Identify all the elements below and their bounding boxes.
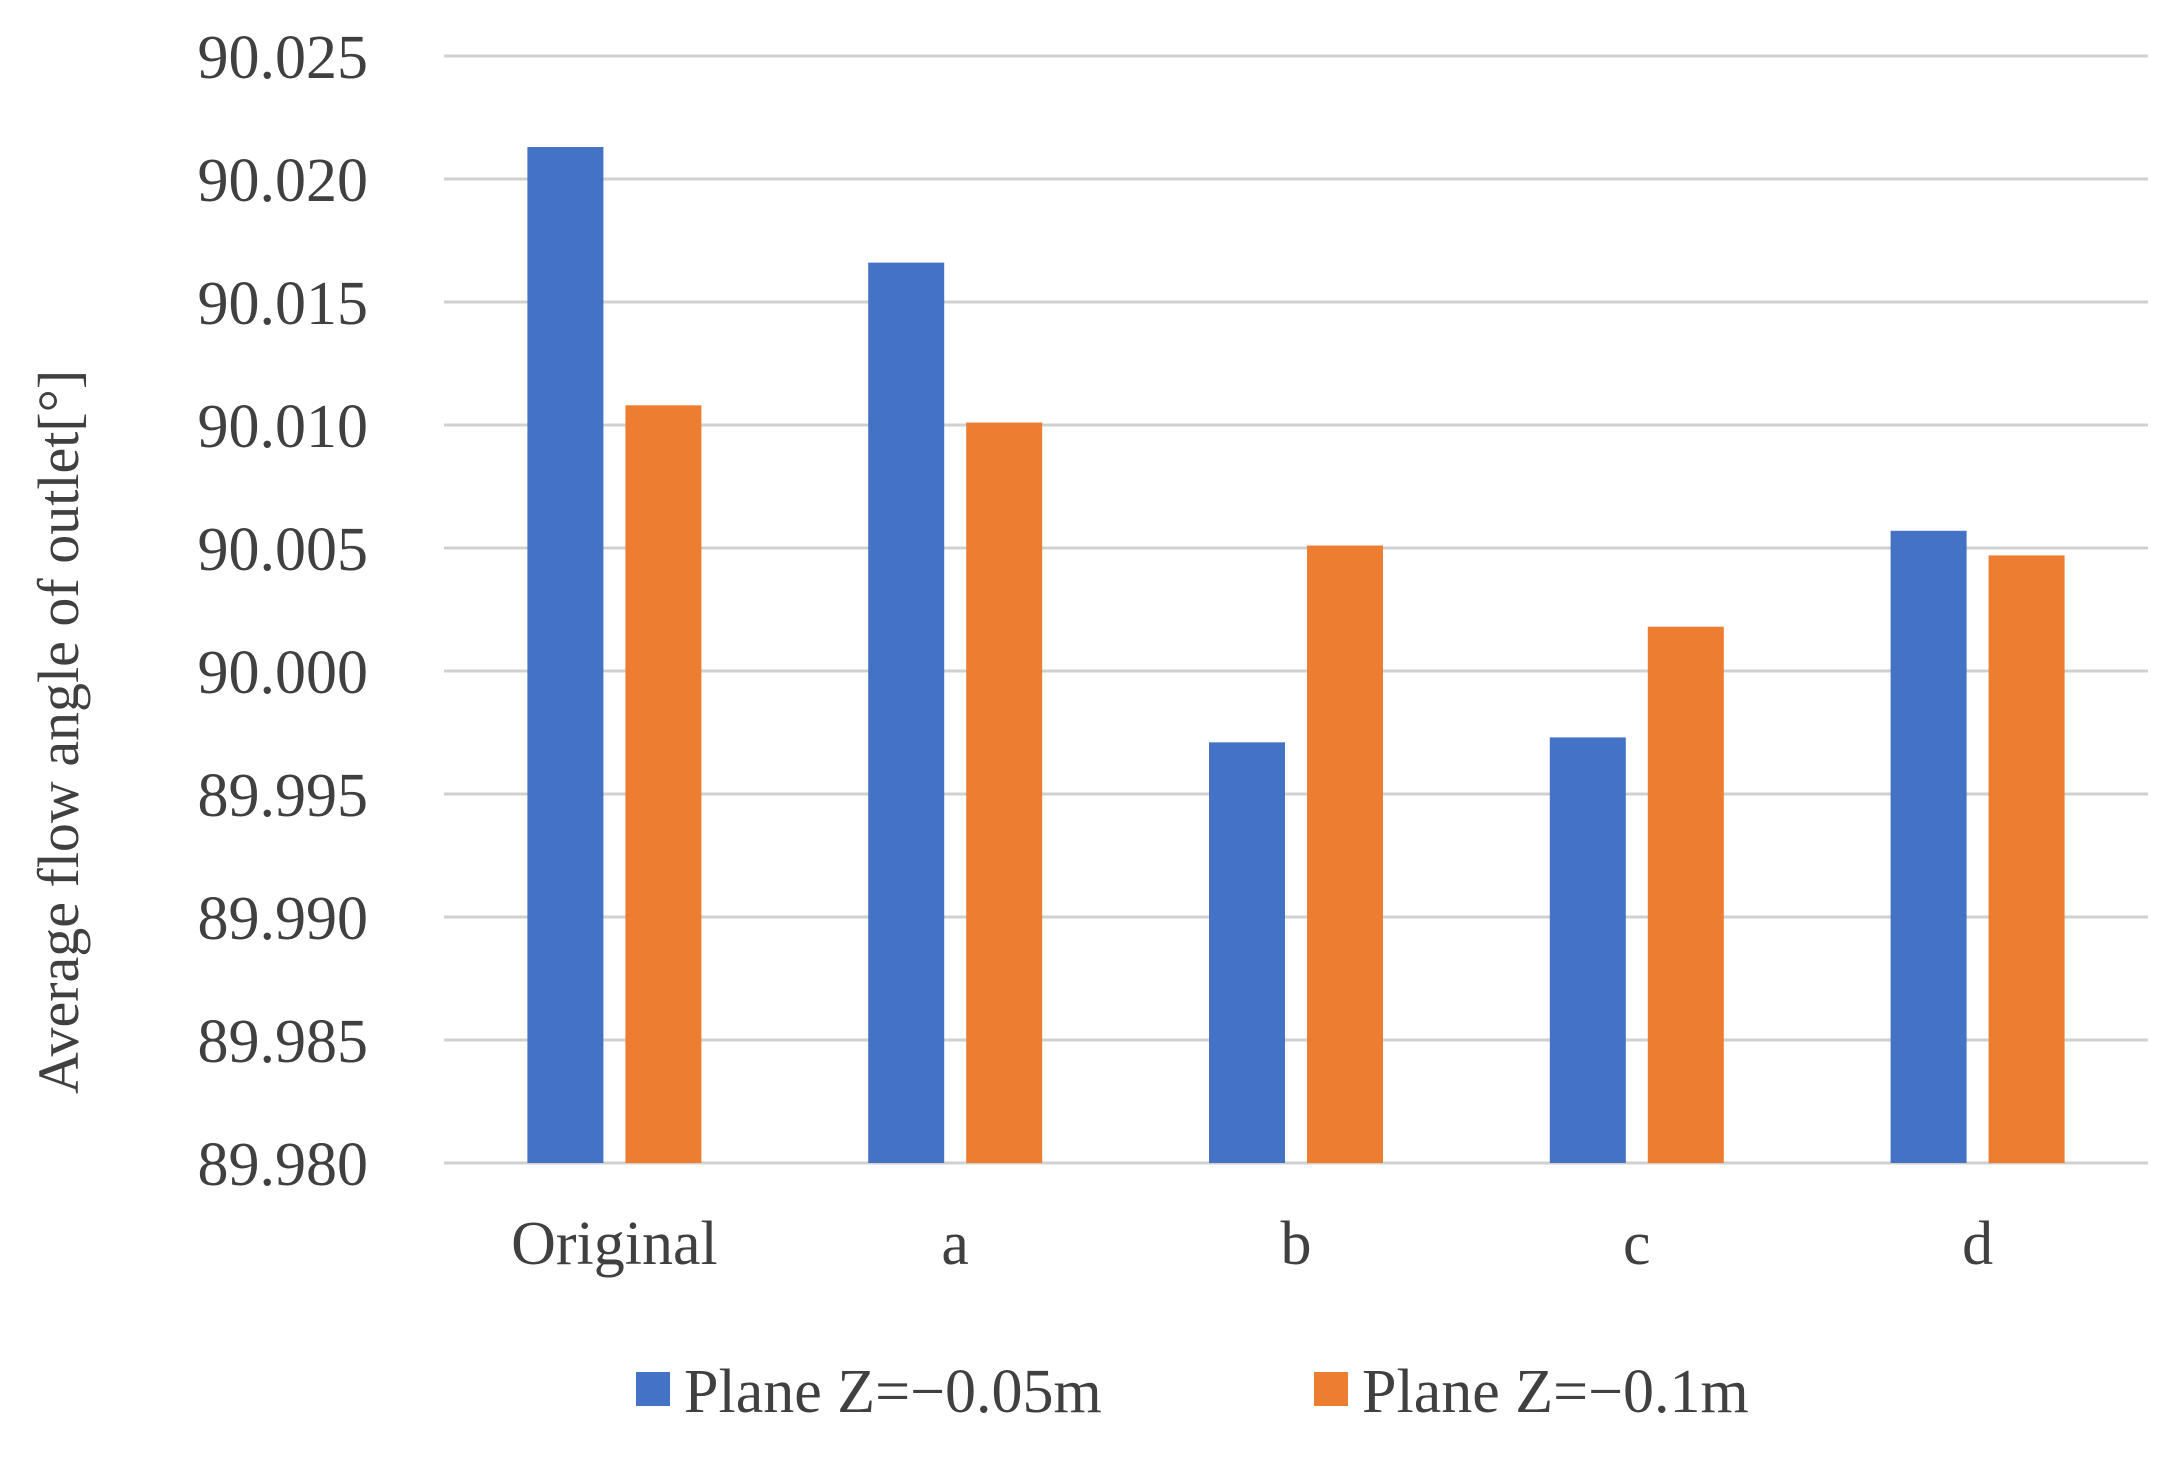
y-tick-label: 89.980	[198, 1131, 369, 1199]
bar	[868, 262, 945, 1163]
y-tick-label: 90.005	[198, 516, 369, 584]
bar	[1988, 555, 2065, 1163]
y-axis-title: Average flow angle of outlet[°]	[26, 370, 91, 1094]
bar	[1209, 742, 1285, 1163]
y-tick-label: 90.010	[198, 393, 369, 461]
legend-label: Plane Z=−0.05m	[684, 1358, 1102, 1426]
legend-swatch	[636, 1372, 670, 1406]
y-tick-label: 90.000	[198, 639, 369, 707]
y-tick-label: 90.015	[198, 270, 369, 338]
y-axis-ticks: 89.980 89.985 89.990 89.995 90.000 90.005 90.0…	[198, 24, 369, 1199]
bar	[1549, 737, 1626, 1163]
legend-swatch	[1314, 1372, 1348, 1406]
bar	[1890, 530, 1967, 1163]
x-category-label: b	[1281, 1210, 1312, 1278]
x-category-label: d	[1962, 1210, 1993, 1278]
bar	[1647, 626, 1724, 1163]
x-axis-categories: Original a b c d	[511, 1210, 1993, 1278]
bar	[966, 422, 1043, 1163]
bar	[1307, 545, 1383, 1163]
y-tick-label: 89.995	[198, 762, 369, 830]
bars	[527, 147, 2065, 1163]
bar	[527, 147, 604, 1163]
x-category-label: c	[1623, 1210, 1651, 1278]
legend-label: Plane Z=−0.1m	[1362, 1358, 1749, 1426]
x-category-label: Original	[511, 1210, 718, 1278]
legend: Plane Z=−0.05m Plane Z=−0.1m	[636, 1358, 1749, 1426]
y-tick-label: 90.025	[198, 24, 369, 92]
y-tick-label: 89.990	[198, 885, 369, 953]
y-tick-label: 89.985	[198, 1008, 369, 1076]
y-tick-label: 90.020	[198, 147, 369, 215]
bar	[625, 405, 702, 1163]
x-category-label: a	[941, 1210, 969, 1278]
gridlines	[444, 54, 2148, 1165]
